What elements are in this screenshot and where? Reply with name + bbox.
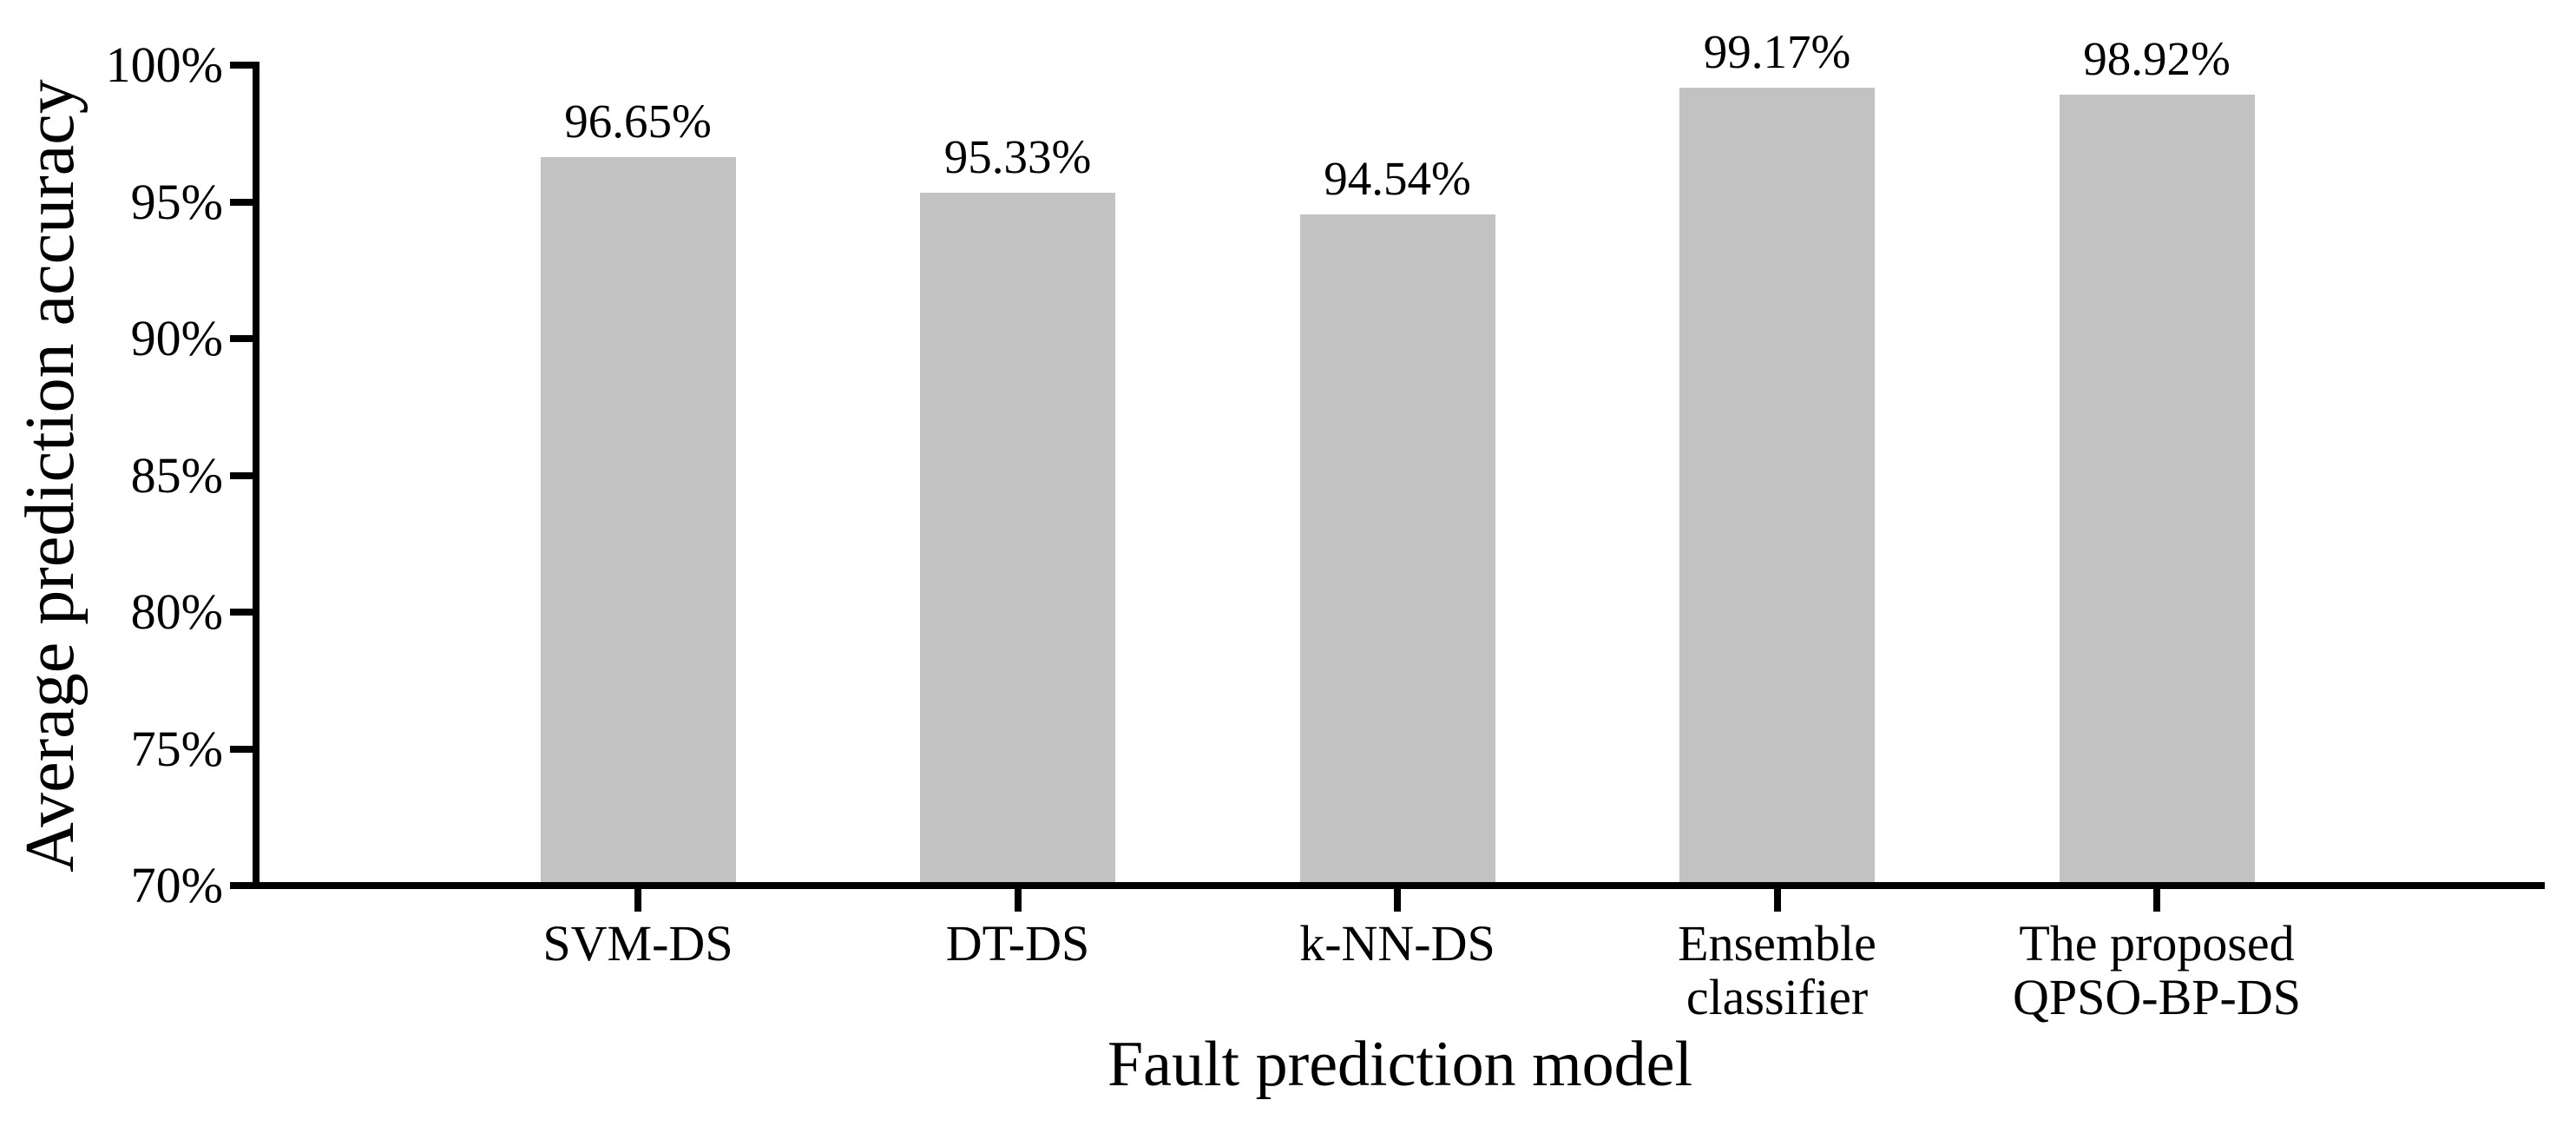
bar — [1299, 214, 1495, 886]
bar-value-label: 98.92% — [2083, 32, 2231, 86]
y-tick-label: 100% — [105, 36, 223, 93]
y-tick-label: 95% — [130, 173, 223, 230]
y-tick-label: 85% — [130, 446, 223, 504]
x-axis-title: Fault prediction model — [1107, 1029, 1693, 1100]
x-axis-line — [253, 882, 2545, 889]
x-tick — [634, 889, 641, 912]
x-tick — [2153, 889, 2160, 912]
bar — [540, 156, 736, 886]
bar-value-label: 95.33% — [943, 130, 1092, 184]
x-tick-label: k-NN-DS — [1299, 915, 1495, 972]
y-tick — [230, 198, 253, 206]
x-tick-label: Ensemble classifier — [1678, 915, 1876, 1025]
bar — [920, 193, 1115, 886]
bar-value-label: 99.17% — [1703, 25, 1851, 79]
y-tick — [230, 471, 253, 479]
y-tick — [230, 745, 253, 753]
y-tick — [230, 62, 253, 69]
x-tick — [1394, 889, 1401, 912]
bar-value-label: 94.54% — [1324, 151, 1471, 205]
bar — [2059, 95, 2255, 886]
y-tick-label: 75% — [130, 720, 223, 777]
x-tick — [1773, 889, 1781, 912]
x-tick — [1014, 889, 1022, 912]
y-axis-line — [253, 62, 260, 889]
y-tick — [230, 882, 253, 889]
y-tick — [230, 609, 253, 616]
y-tick-label: 80% — [130, 583, 223, 640]
y-tick — [230, 335, 253, 342]
y-tick-label: 90% — [130, 310, 223, 366]
bar — [1679, 88, 1875, 886]
x-tick-label: SVM-DS — [542, 915, 733, 972]
y-tick-label: 70% — [130, 857, 223, 913]
x-tick-label: DT-DS — [945, 915, 1090, 972]
x-tick-label: The proposed QPSO-BP-DS — [2013, 915, 2301, 1025]
bar-value-label: 96.65% — [564, 94, 712, 148]
